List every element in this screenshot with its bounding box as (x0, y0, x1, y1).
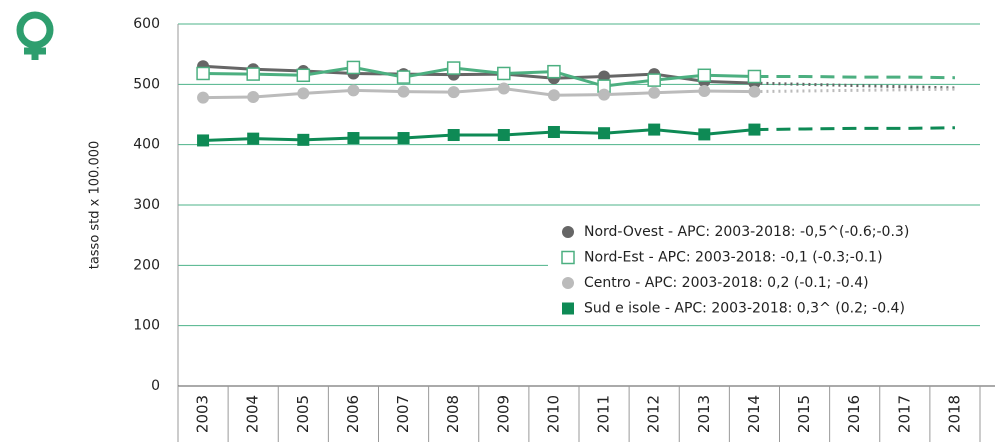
y-tick-label: 500 (133, 76, 160, 92)
series-line (203, 128, 755, 142)
legend-label: Nord-Est - APC: 2003-2018: -0,1 (-0.3;-0… (584, 250, 883, 266)
point (346, 60, 361, 75)
point (697, 68, 712, 83)
x-tick-label: 2012 (645, 395, 663, 433)
y-axis-label: tasso std x 100.000 (88, 141, 103, 270)
point (447, 86, 460, 99)
point (698, 128, 711, 141)
x-tick-label: 2018 (945, 395, 963, 433)
x-tick-label: 2015 (795, 395, 813, 433)
series-line (202, 64, 755, 85)
y-tick-label: 600 (133, 16, 160, 32)
x-tick-label: 2016 (845, 395, 863, 433)
x-tick-label: 2013 (695, 395, 713, 433)
point (297, 133, 310, 146)
point (497, 82, 510, 95)
legend-marker (561, 250, 575, 265)
x-tick-label: 2006 (344, 395, 362, 433)
x-tick-label: 2003 (194, 395, 212, 433)
legend-marker (562, 302, 574, 315)
point (598, 127, 611, 140)
series-line (203, 87, 755, 100)
y-tick-label: 0 (151, 378, 160, 394)
point (247, 91, 260, 104)
point (648, 123, 661, 136)
point (196, 66, 210, 81)
legend-label: Nord-Ovest - APC: 2003-2018: -0,5^(-0.6;… (584, 224, 909, 240)
point (347, 84, 360, 97)
x-tick-label: 2017 (895, 395, 913, 433)
point (447, 129, 460, 142)
x-tick-label: 2014 (745, 395, 763, 433)
forecast-line (754, 87, 955, 94)
point (397, 132, 410, 145)
y-tick-label: 300 (133, 197, 160, 213)
point (748, 123, 761, 136)
point (296, 68, 311, 83)
point (197, 91, 210, 104)
point (547, 125, 560, 138)
forecast-line (754, 74, 955, 80)
point (747, 69, 762, 84)
point (297, 87, 310, 100)
point (446, 61, 461, 75)
legend-background (548, 219, 980, 323)
x-tick-label: 2008 (444, 395, 462, 433)
point (547, 64, 561, 79)
point (347, 132, 360, 145)
x-tick-label: 2011 (595, 395, 613, 433)
legend-marker (562, 226, 574, 238)
x-tick-label: 2007 (394, 395, 412, 433)
x-tick-label: 2004 (244, 395, 262, 433)
point (648, 86, 661, 99)
point (748, 85, 761, 98)
point (247, 132, 260, 145)
y-tick-label: 100 (133, 318, 160, 334)
forecast-line (754, 126, 955, 132)
point (647, 73, 661, 87)
female-icon (16, 11, 54, 60)
y-tick-label: 400 (133, 137, 160, 153)
point (497, 66, 511, 81)
point (547, 89, 560, 102)
legend-label: Centro - APC: 2003-2018: 0,2 (-0.1; -0.4… (584, 275, 869, 291)
x-tick-label: 2010 (544, 395, 562, 433)
point (397, 85, 410, 98)
point (598, 88, 611, 101)
series-line (203, 65, 755, 88)
point (497, 129, 510, 142)
y-tick-label: 200 (133, 257, 160, 273)
legend-label: Sud e isole - APC: 2003-2018: 0,3^ (0.2;… (584, 301, 905, 317)
point (197, 134, 210, 147)
point (698, 84, 711, 97)
legend-marker (562, 277, 574, 289)
x-tick-label: 2005 (294, 395, 312, 433)
x-tick-label: 2009 (494, 395, 512, 433)
point (396, 70, 411, 84)
point (246, 67, 260, 81)
